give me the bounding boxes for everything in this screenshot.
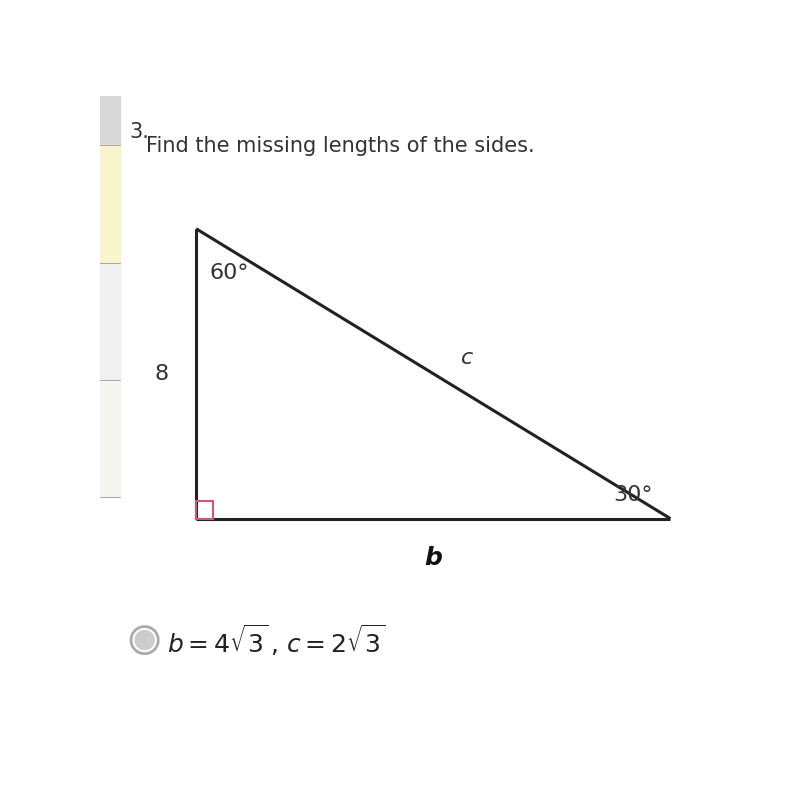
Text: b: b: [424, 546, 442, 570]
Text: Find the missing lengths of the sides.: Find the missing lengths of the sides.: [146, 136, 535, 156]
Text: c: c: [462, 348, 474, 368]
Bar: [100, 263, 120, 380]
Text: 8: 8: [155, 364, 169, 384]
Circle shape: [134, 630, 155, 650]
Bar: [100, 96, 120, 146]
Bar: [196, 501, 214, 518]
Bar: [100, 380, 120, 497]
Text: 3.: 3.: [130, 122, 150, 142]
Text: $b = 4\sqrt{3}$$\,\mathit{,}\ c = 2\sqrt{3}$: $b = 4\sqrt{3}$$\,\mathit{,}\ c = 2\sqrt…: [167, 622, 386, 658]
Text: 30°: 30°: [614, 485, 653, 505]
Text: 60°: 60°: [210, 263, 250, 283]
Bar: [100, 146, 120, 263]
